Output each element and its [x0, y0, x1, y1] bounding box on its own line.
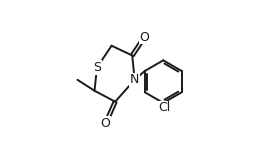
Text: O: O	[140, 31, 149, 44]
Text: Cl: Cl	[158, 101, 171, 114]
Text: S: S	[93, 61, 101, 74]
Text: O: O	[101, 117, 110, 130]
Text: N: N	[130, 73, 139, 86]
